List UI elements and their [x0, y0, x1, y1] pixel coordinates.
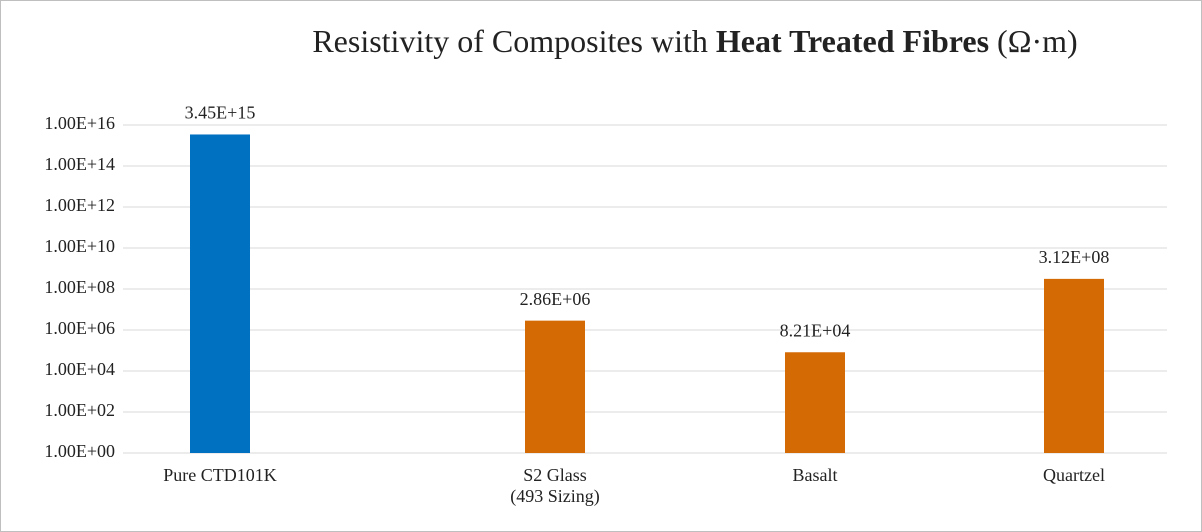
data-label: 2.86E+06 — [520, 289, 591, 309]
y-tick-label: 1.00E+14 — [44, 154, 115, 174]
data-label: 3.12E+08 — [1039, 247, 1110, 267]
bar — [525, 320, 585, 453]
x-tick-label: Pure CTD101K — [163, 465, 277, 485]
bar — [785, 352, 845, 453]
y-tick-label: 1.00E+04 — [44, 359, 115, 379]
y-tick-label: 1.00E+10 — [44, 236, 115, 256]
x-tick-label: Quartzel — [1043, 465, 1105, 485]
y-tick-label: 1.00E+16 — [44, 113, 115, 133]
chart-title: Resistivity of Composites with Heat Trea… — [312, 23, 1077, 59]
x-tick-label: (493 Sizing) — [510, 486, 600, 507]
title-part: (Ω·m) — [989, 23, 1078, 59]
title-bold: Heat Treated Fibres — [716, 23, 989, 59]
x-tick-label: S2 Glass — [523, 465, 587, 485]
data-label: 3.45E+15 — [185, 103, 256, 123]
y-tick-label: 1.00E+12 — [44, 195, 115, 215]
title-part: Resistivity of Composites with — [312, 23, 716, 59]
bar — [1044, 278, 1104, 453]
x-tick-label: Basalt — [793, 465, 838, 485]
data-label: 8.21E+04 — [780, 320, 851, 340]
y-tick-label: 1.00E+00 — [44, 441, 115, 461]
bar — [190, 134, 250, 453]
y-tick-label: 1.00E+02 — [44, 400, 115, 420]
y-tick-label: 1.00E+06 — [44, 318, 115, 338]
y-tick-label: 1.00E+08 — [44, 277, 115, 297]
